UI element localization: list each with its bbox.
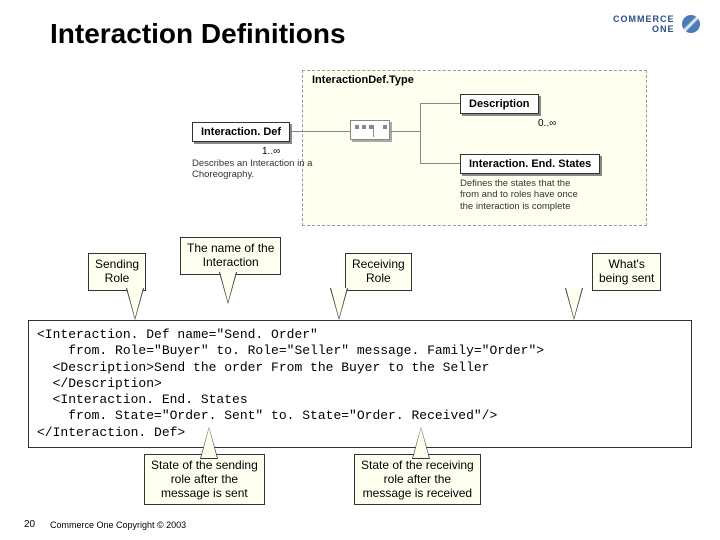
- callout-tail: [413, 428, 429, 458]
- connector-line: [390, 131, 420, 132]
- choice-icon: [350, 120, 390, 140]
- root-description: Describes an Interaction in a Choreograp…: [192, 158, 322, 181]
- connector-vline: [420, 103, 421, 163]
- endstates-element: Interaction. End. States: [460, 154, 600, 174]
- callout-tail: [201, 428, 217, 458]
- callout-tail: [566, 288, 582, 318]
- endstates-description: Defines the states that the from and to …: [460, 178, 630, 212]
- callout-sending-role: Sending Role: [88, 253, 146, 291]
- globe-icon: [682, 15, 700, 33]
- callout-tail: [220, 272, 236, 302]
- callout-receiving-role: Receiving Role: [345, 253, 412, 291]
- page-title: Interaction Definitions: [50, 18, 346, 50]
- page-number: 20: [24, 519, 35, 530]
- connector-line: [420, 103, 460, 104]
- root-element: Interaction. Def: [192, 122, 290, 142]
- type-group-label: InteractionDef.Type: [312, 74, 414, 86]
- brand-logo: COMMERCE ONE: [613, 14, 700, 34]
- callout-whats-sent: What's being sent: [592, 253, 661, 291]
- logo-text: COMMERCE ONE: [613, 14, 675, 34]
- callout-state-recv: State of the receiving role after the me…: [354, 454, 481, 505]
- connector-line: [420, 163, 460, 164]
- callout-tail: [331, 288, 347, 318]
- callout-tail: [127, 288, 143, 318]
- callout-name: The name of the Interaction: [180, 237, 281, 275]
- connector-line: [290, 131, 350, 132]
- description-cardinality: 0..∞: [538, 118, 556, 129]
- description-element: Description: [460, 94, 539, 114]
- root-cardinality: 1..∞: [262, 146, 280, 157]
- xml-code-example: <Interaction. Def name="Send. Order" fro…: [28, 320, 692, 448]
- callout-state-sent: State of the sending role after the mess…: [144, 454, 265, 505]
- copyright: Commerce One Copyright © 2003: [50, 520, 186, 530]
